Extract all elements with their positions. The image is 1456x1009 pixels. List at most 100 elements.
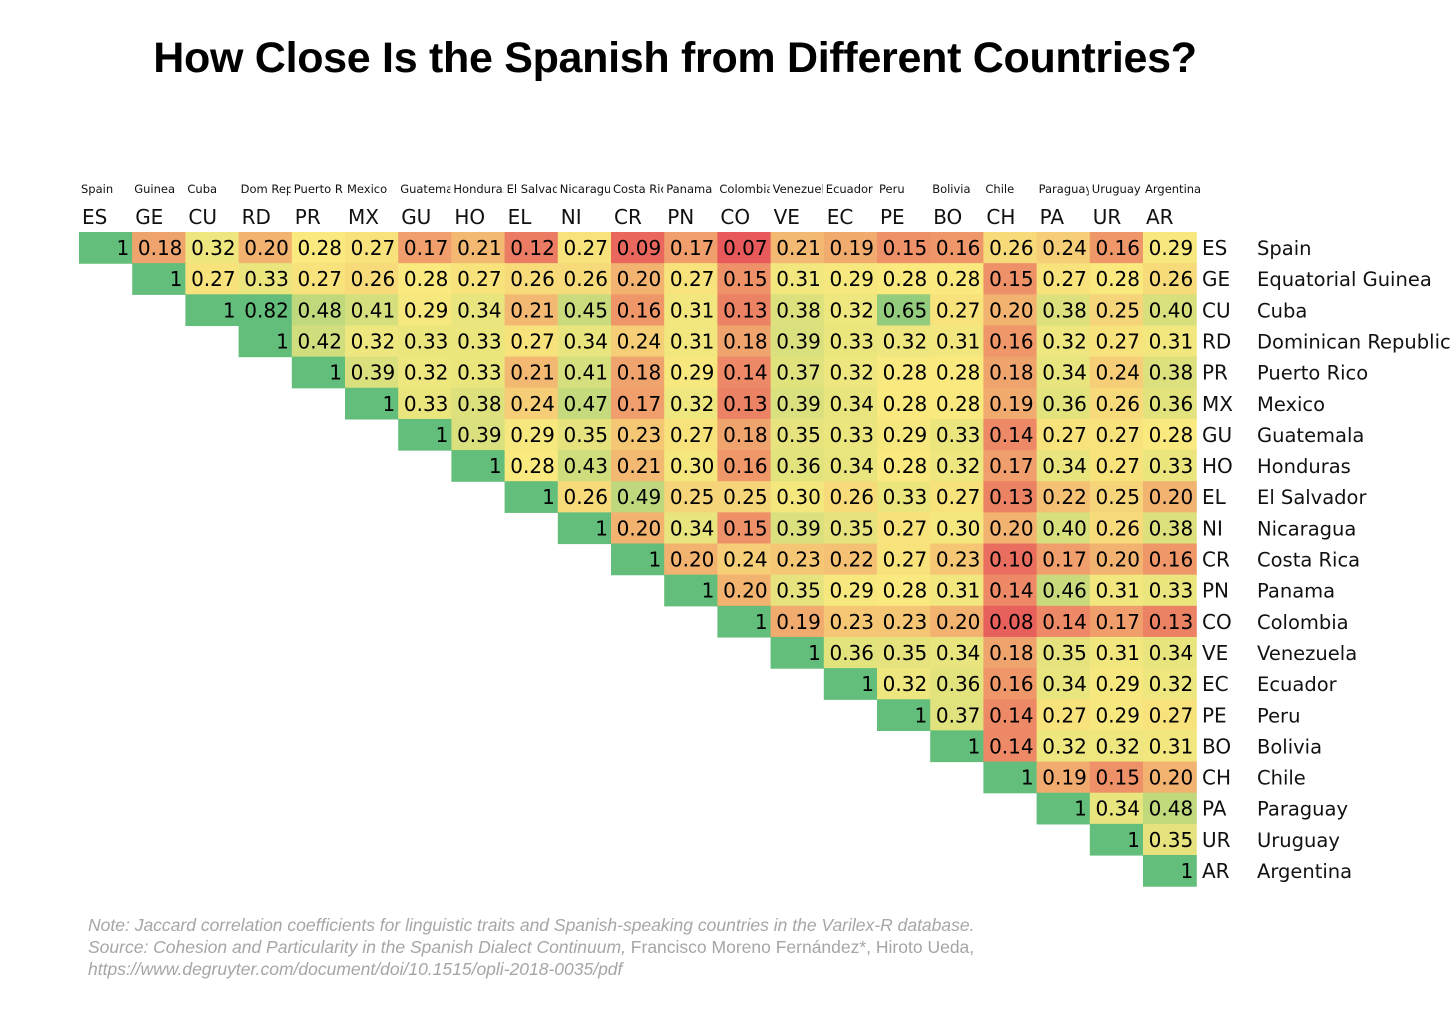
heatmap-cell <box>877 543 931 576</box>
heatmap-cell <box>1089 263 1144 295</box>
heatmap-cell <box>664 263 718 295</box>
heatmap-cell <box>345 387 399 420</box>
cell-value-label: 0.34 <box>829 392 874 416</box>
cell-value-label: 0.32 <box>351 329 396 353</box>
cell-value-label: 0.25 <box>670 485 715 509</box>
cell-value-label: 0.17 <box>404 236 449 260</box>
cell-value-label: 0.31 <box>936 579 981 603</box>
cell-value-label: 0.30 <box>776 485 821 509</box>
cell-value-label: 0.29 <box>829 579 874 603</box>
heatmap-cell <box>717 512 772 545</box>
cell-value-label: 0.23 <box>617 423 662 447</box>
row-code-label: BO <box>1202 734 1231 758</box>
cell-value-label: 1 <box>1180 859 1193 883</box>
row-country-label: Dominican Republic <box>1257 330 1451 353</box>
heatmap-cell <box>823 263 878 295</box>
row-code-label: CU <box>1202 298 1231 322</box>
heatmap-cell <box>877 481 931 513</box>
row-code-label: GE <box>1202 267 1230 291</box>
heatmap-cell <box>983 481 1038 513</box>
heatmap-cell <box>930 294 984 327</box>
cell-value-label: 0.33 <box>244 267 289 291</box>
column-header-code: MX <box>348 205 379 229</box>
cell-value-label: 0.24 <box>617 329 662 353</box>
cell-value-label: 1 <box>170 267 183 291</box>
column-header-code: PA <box>1040 205 1065 229</box>
heatmap-cell <box>770 325 825 358</box>
heatmap-cell <box>1143 605 1197 638</box>
cell-value-label: 1 <box>914 703 927 727</box>
cell-value-label: 0.22 <box>1042 485 1087 509</box>
cell-value-label: 0.32 <box>1095 734 1140 758</box>
heatmap-cell <box>1036 512 1091 545</box>
cell-value-label: 0.46 <box>1042 579 1087 603</box>
heatmap-cell <box>664 418 718 451</box>
heatmap-cell <box>398 325 452 358</box>
cell-value-label: 0.30 <box>670 454 715 478</box>
column-header-name: Guinea <box>134 182 175 196</box>
cell-value-label: 0.14 <box>989 423 1034 447</box>
heatmap-cell <box>770 387 825 420</box>
heatmap-cell <box>664 325 718 358</box>
cell-value-label: 0.31 <box>1095 579 1140 603</box>
cell-value-label: 0.28 <box>936 392 981 416</box>
column-header-name: Puerto R <box>294 182 343 196</box>
cell-value-label: 0.26 <box>351 267 396 291</box>
heatmap-cell <box>983 512 1038 545</box>
heatmap-cell <box>770 481 825 513</box>
heatmap-cell <box>611 450 665 482</box>
column-header-name: El Salvador <box>507 182 572 196</box>
heatmap-cell <box>1036 668 1091 700</box>
cell-value-label: 0.36 <box>1149 392 1194 416</box>
row-country-label: Cuba <box>1257 299 1307 322</box>
heatmap-cell <box>1089 481 1144 513</box>
heatmap-cell <box>770 418 825 451</box>
cell-value-label: 0.25 <box>1095 485 1140 509</box>
cell-value-label: 0.40 <box>1042 516 1087 540</box>
cell-value-label: 0.28 <box>883 392 928 416</box>
heatmap-cell <box>398 387 452 420</box>
heatmap-cell <box>611 418 665 451</box>
heatmap-cell <box>398 263 452 295</box>
heatmap-cell <box>877 263 931 295</box>
cell-value-label: 0.34 <box>1095 797 1140 821</box>
cell-value-label: 0.37 <box>936 703 981 727</box>
row-code-label: VE <box>1202 641 1228 665</box>
cell-value-label: 0.34 <box>670 516 715 540</box>
heatmap-cell <box>664 387 718 420</box>
heatmap-cell <box>291 263 346 295</box>
cell-value-label: 1 <box>755 610 768 634</box>
heatmap-cell <box>877 387 931 420</box>
cell-value-label: 0.35 <box>1042 641 1087 665</box>
heatmap-cell <box>1089 823 1144 856</box>
heatmap-cell <box>1143 232 1197 264</box>
cell-value-label: 0.27 <box>1095 423 1140 447</box>
heatmap-cell <box>770 450 825 482</box>
heatmap-cell <box>398 356 452 389</box>
heatmap-cell <box>611 263 665 295</box>
cell-value-label: 0.32 <box>404 361 449 385</box>
heatmap-cell <box>664 232 718 264</box>
cell-value-label: 0.08 <box>989 610 1034 634</box>
heatmap-cell <box>451 418 506 451</box>
cell-value-label: 0.27 <box>457 267 502 291</box>
heatmap-cell <box>1143 574 1197 607</box>
cell-value-label: 0.24 <box>723 548 768 572</box>
column-header-name: Cuba <box>187 182 217 196</box>
cell-value-label: 0.21 <box>776 236 821 260</box>
row-country-label: Bolivia <box>1257 735 1322 758</box>
cell-value-label: 0.18 <box>723 329 768 353</box>
heatmap-cell <box>664 574 718 607</box>
heatmap-cell <box>451 294 506 327</box>
cell-value-label: 0.27 <box>883 548 928 572</box>
heatmap-cell <box>611 232 665 264</box>
cell-value-label: 1 <box>382 392 395 416</box>
heatmap-cell <box>557 263 612 295</box>
heatmap-cell <box>611 387 665 420</box>
cell-value-label: 0.34 <box>829 454 874 478</box>
cell-value-label: 0.34 <box>1042 361 1087 385</box>
heatmap-cell <box>823 481 878 513</box>
cell-value-label: 0.27 <box>936 298 981 322</box>
cell-value-label: 0.23 <box>883 610 928 634</box>
heatmap-cell <box>611 325 665 358</box>
